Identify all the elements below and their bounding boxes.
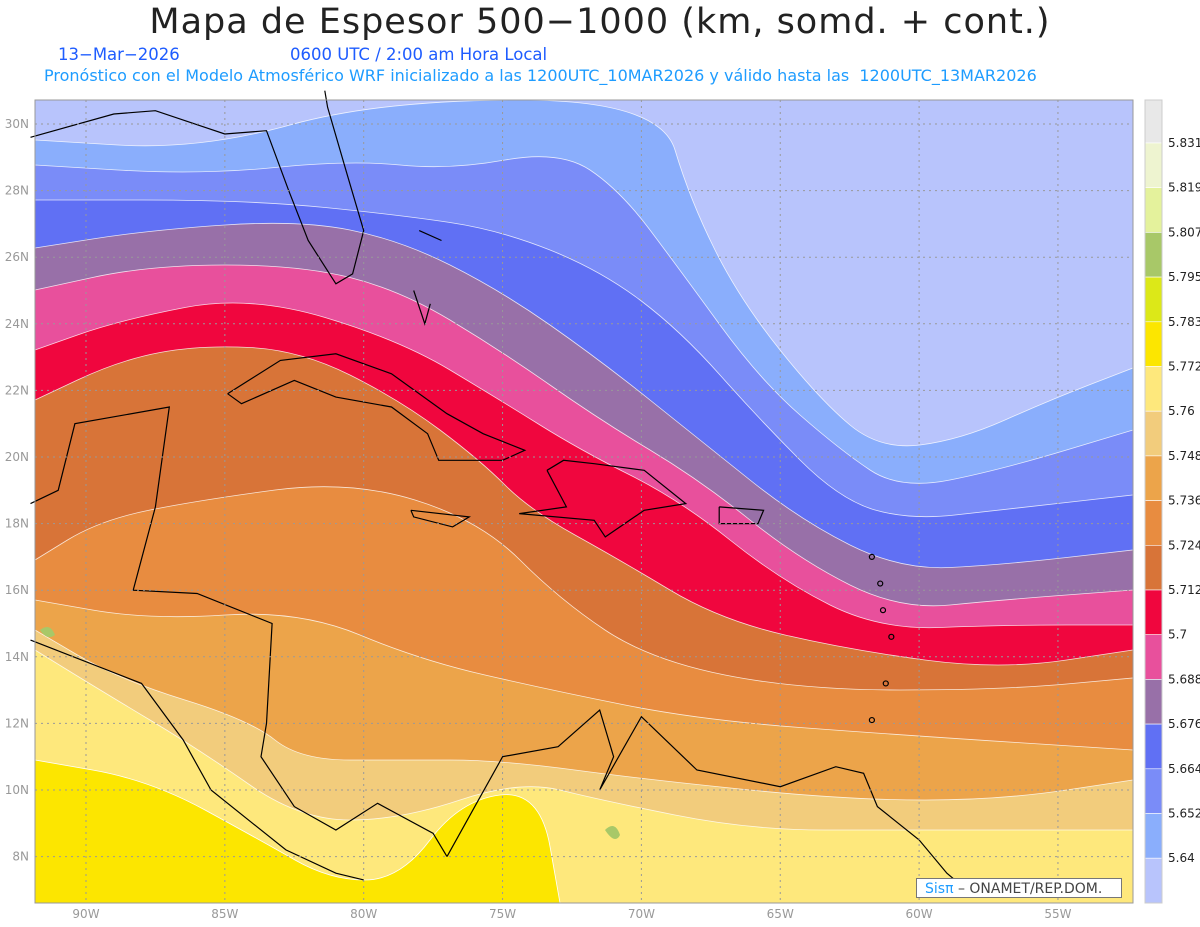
colorbar-bin [1144,366,1163,412]
colorbar-label: 5.664 [1168,762,1200,776]
colorbar-bin [1144,187,1163,233]
lat-tick-label: 16N [5,583,29,597]
lat-tick-label: 14N [5,650,29,664]
colorbar-bin [1144,232,1163,278]
band-5.795 [40,626,55,638]
forecast-time: 0600 UTC / 2:00 am Hora Local [290,45,548,64]
coastline-island [877,580,884,587]
band-5.795 [605,826,620,839]
colorbar: 5.831 5.819 5.807 5.795 5.783 5.772 5.76 5.748 5… [1144,99,1200,904]
colorbar-bin [1144,813,1163,859]
lon-tick-label: 85W [211,907,238,921]
lat-tick-label: 22N [5,383,29,397]
axis-labels: 90W 85W 80W 75W 70W 65W 60W 55W 30N 28N 26N 24N 22N 2… [5,117,1072,921]
lat-tick-label: 26N [5,250,29,264]
lon-tick-label: 80W [350,907,377,921]
colorbar-frame [1144,99,1163,904]
colorbar-label: 5.688 [1168,672,1200,686]
lon-tick-label: 65W [767,907,794,921]
colorbar-bin [1144,321,1163,367]
coastline-island [882,680,889,687]
colorbar-label: 5.795 [1168,270,1200,284]
lon-tick-label: 70W [628,907,655,921]
lat-tick-label: 20N [5,450,29,464]
lat-tick-label: 30N [5,117,29,131]
colorbar-bin [1144,142,1163,189]
coastline-hispaniola [519,459,688,538]
colorbar-label: 5.831 [1168,136,1200,150]
lat-tick-label: 24N [5,317,29,331]
colorbar-label: 5.7 [1168,628,1187,642]
map-title: Mapa de Espesor 500−1000 (km, somd. + co… [149,2,1051,42]
colorbar-label: 5.736 [1168,494,1200,508]
coastline-pacific-coast [30,639,364,881]
lat-tick-label: 18N [5,517,29,531]
coastline-island [879,607,887,614]
colorbar-label: 5.807 [1168,225,1200,239]
colorbar-label: 5.652 [1168,807,1200,821]
coastline-gulf-coast [30,90,365,285]
band-5.76 [34,649,1134,904]
coastline-island [888,633,895,640]
sispi-logo: Sisπ [925,881,954,897]
coastline-puerto-rico [718,506,765,525]
coastline-andros [413,290,431,326]
colorbar-bin [1144,500,1163,546]
colorbar-bin [1144,455,1163,501]
lon-tick-label: 60W [906,907,933,921]
colorbar-bin [1144,544,1163,591]
colorbar-bin [1144,99,1163,144]
lat-tick-label: 8N [12,850,29,864]
lat-tick-label: 12N [5,716,29,730]
credit-logo: Sisπ – ONAMET/REP.DOM. [916,878,1122,898]
colorbar-label: 5.783 [1168,315,1200,329]
coastline-jamaica [410,509,472,528]
colorbar-bin [1144,634,1163,680]
credit-text: – ONAMET/REP.DOM. [957,881,1103,897]
coastline-island [868,553,875,561]
colorbar-bin [1144,679,1163,725]
coastline-island [868,716,875,724]
colorbar-label: 5.724 [1168,538,1200,552]
colorbar-bin [1144,723,1163,770]
band-5.772 [34,759,561,904]
colorbar-bin [1144,410,1163,457]
forecast-date: 13−Mar−2026 [58,45,180,64]
lat-tick-label: 10N [5,783,29,797]
coastline-bahamas [418,230,442,242]
colorbar-bin [1144,768,1163,814]
lon-tick-label: 55W [1044,907,1071,921]
forecast-description: Pronóstico con el Modelo Atmosférico WRF… [44,66,1037,85]
colorbar-bin [1144,857,1163,904]
colorbar-label: 5.64 [1168,851,1195,865]
lon-tick-label: 90W [72,907,99,921]
coastline-central-america [30,406,448,857]
lon-tick-label: 75W [489,907,516,921]
colorbar-label: 5.712 [1168,583,1200,597]
colorbar-label: 5.748 [1168,449,1200,463]
coastlines [30,90,975,898]
lat-tick-label: 28N [5,184,29,198]
coastline-south-america [446,709,975,898]
contour-bands [34,99,1134,904]
map-frame [34,99,1134,904]
colorbar-label: 5.76 [1168,404,1195,418]
colorbar-bin [1144,276,1163,323]
colorbar-label: 5.772 [1168,360,1200,374]
colorbar-label: 5.676 [1168,717,1200,731]
colorbar-bin [1144,589,1163,636]
grid-lines [35,100,1133,903]
colorbar-label: 5.819 [1168,181,1200,195]
